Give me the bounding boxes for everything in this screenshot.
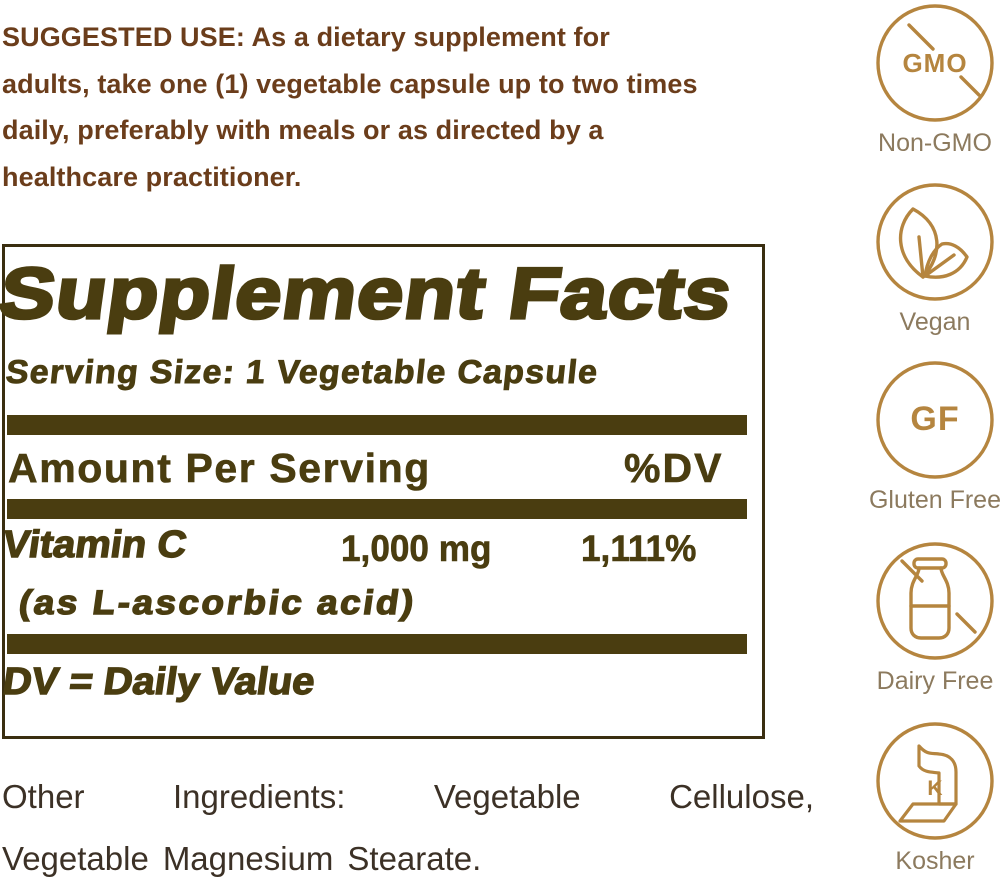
svg-text:GF: GF [910, 400, 959, 438]
svg-text:K: K [927, 777, 942, 800]
svg-text:GMO: GMO [902, 48, 967, 78]
